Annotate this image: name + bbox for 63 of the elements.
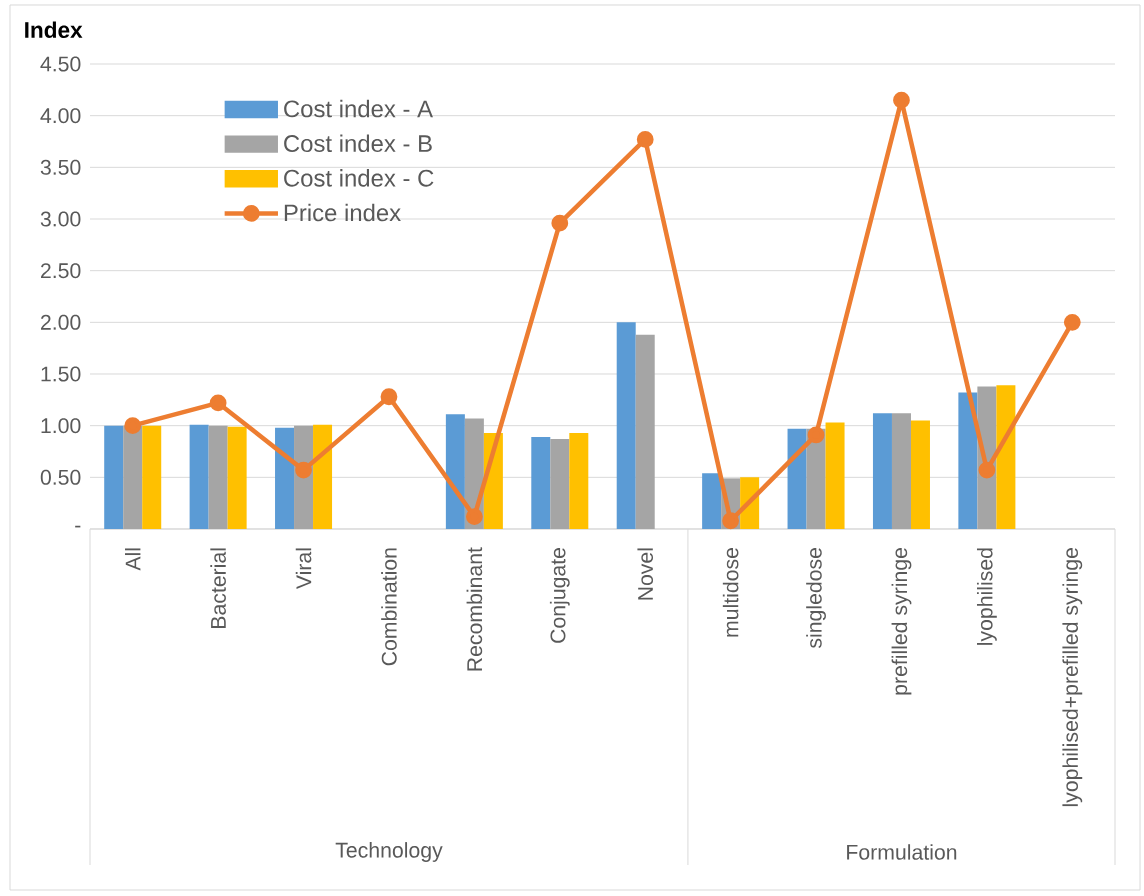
legend-label: Cost index - B: [284, 134, 432, 153]
bar: [958, 392, 978, 529]
x-tick-label: prefilled syringe: [891, 548, 912, 695]
x-tick-label: Conjugate: [549, 547, 570, 643]
bar: [189, 424, 209, 529]
point: [1063, 313, 1081, 331]
bar: [996, 385, 1016, 529]
x-tick-label: Viral: [295, 548, 312, 590]
bar: [275, 427, 295, 529]
bar: [910, 420, 930, 529]
y-tick-label: 4.00: [40, 108, 81, 124]
x-tick-label: multidose: [722, 547, 739, 637]
bar: [872, 413, 892, 529]
x-tick-label: lyophilised: [976, 548, 997, 645]
point: [893, 91, 910, 109]
bar: [825, 422, 845, 529]
bar: [104, 425, 124, 529]
point: [295, 461, 312, 479]
x-tick-label: Combination: [381, 548, 397, 666]
point: [380, 388, 398, 406]
point: [124, 417, 142, 435]
bar: [550, 439, 570, 529]
bar: [702, 473, 722, 529]
y-tick-label: 2.50: [41, 263, 81, 279]
x-tick-label: Novel: [637, 548, 654, 600]
legend-label: Cost index - C: [284, 169, 434, 187]
x-tick-label: lyophilised+prefilled syringe: [1062, 548, 1083, 807]
x-tick-label: singledose: [806, 548, 826, 649]
point: [807, 426, 825, 444]
bar: [208, 425, 228, 529]
point: [465, 508, 483, 525]
point: [636, 131, 654, 148]
bar: [227, 426, 247, 529]
text: Technology: [335, 842, 443, 862]
point: [978, 461, 996, 479]
y-tick-label: 0.50: [40, 469, 81, 485]
point: [722, 512, 740, 530]
bar: [616, 322, 636, 529]
bar: [142, 425, 162, 529]
x-tick-label: All: [125, 548, 141, 571]
bar: [123, 425, 143, 529]
point: [209, 394, 227, 412]
bar: [531, 437, 551, 529]
bar: [569, 432, 589, 529]
legend-label: Price index: [284, 203, 401, 222]
point: [551, 214, 569, 232]
bar: [787, 428, 807, 529]
bar: [635, 334, 655, 529]
bar: [891, 413, 911, 529]
y-tick-label: 1.00: [41, 418, 81, 434]
bar: [313, 424, 333, 529]
x-tick-label: Bacterial: [210, 548, 226, 628]
bar: [445, 414, 465, 529]
y-axis-title: Index: [25, 21, 83, 38]
y-tick-label: 3.00: [40, 211, 81, 227]
y-tick-label: -: [75, 525, 81, 528]
text: Formulation: [847, 844, 957, 860]
legend-label: Cost index - A: [284, 99, 433, 118]
y-tick-label: 3.50: [40, 159, 81, 175]
y-tick-label: 2.00: [41, 314, 81, 330]
y-tick-label: 4.50: [40, 56, 81, 72]
y-tick-label: 1.50: [41, 366, 81, 382]
x-tick-label: Recombinant: [466, 547, 483, 671]
